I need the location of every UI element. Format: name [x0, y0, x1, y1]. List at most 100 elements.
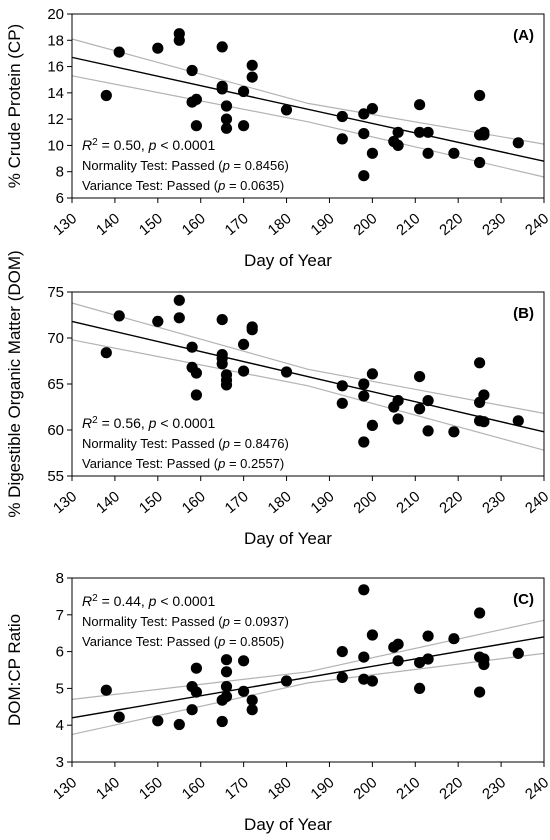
normality-test-stat: Normality Test: Passed (p = 0.0937) [82, 614, 289, 629]
y-tick-label: 12 [47, 111, 64, 128]
x-tick-label: 180 [265, 210, 295, 239]
panel-c: 130 140 150 160 170 180 190 200 210 220 230 240 3 4 5 6… [5, 570, 550, 834]
data-point [422, 653, 434, 665]
ci-lower-line [71, 339, 545, 451]
normality-test-stat: Normality Test: Passed (p = 0.8456) [82, 158, 289, 173]
x-tick-label: 220 [436, 488, 466, 517]
data-point [216, 715, 228, 728]
data-point [100, 347, 112, 359]
data-point [216, 358, 228, 370]
x-tick-label: 220 [436, 210, 466, 239]
data-point [512, 647, 524, 660]
r-squared-stat: R2 = 0.44, p < 0.0001 [82, 593, 215, 610]
x-tick-label: 170 [222, 210, 252, 239]
x-tick-label: 150 [136, 774, 166, 803]
data-point [336, 380, 348, 392]
data-point [336, 646, 348, 658]
data-point [358, 651, 370, 663]
r-squared-stat: R2 = 0.56, p < 0.0001 [82, 415, 215, 432]
x-tick-label: 240 [522, 210, 550, 239]
data-point [414, 371, 426, 383]
x-tick-label: 240 [522, 488, 550, 517]
data-point [358, 390, 370, 402]
y-axis-title: DOM:CP Ratio [5, 614, 24, 726]
x-tick-label: 230 [479, 488, 509, 517]
y-tick-label: 6 [56, 190, 64, 207]
data-point [366, 675, 378, 687]
x-tick-label: 170 [222, 774, 252, 803]
panel-b: 130 140 150 160 170 180 190 200 210 220 230 240 55 60… [5, 250, 550, 548]
y-tick-label: 8 [56, 164, 64, 181]
data-point [474, 357, 486, 369]
data-point [336, 397, 348, 409]
data-point [448, 633, 460, 645]
data-point [478, 416, 490, 428]
data-point [280, 104, 293, 116]
panel-label: (C) [513, 591, 534, 608]
data-point [336, 671, 348, 684]
x-tick-label: 180 [265, 774, 295, 803]
data-point [358, 584, 370, 596]
normality-test-stat: Normality Test: Passed (p = 0.8476) [82, 436, 289, 451]
data-point [414, 126, 426, 138]
data-point [478, 389, 490, 401]
plot-frame [71, 577, 545, 763]
x-tick-label: 200 [350, 774, 380, 803]
data-point [422, 126, 434, 138]
data-point [448, 426, 460, 438]
y-tick-label: 14 [47, 85, 64, 102]
data-point [246, 694, 258, 706]
data-point [474, 686, 486, 698]
data-point [238, 338, 250, 350]
x-tick-label: 160 [179, 210, 209, 239]
data-point [336, 110, 348, 123]
y-axis-title: % Crude Protein (CP) [5, 24, 24, 188]
x-tick-label: 190 [308, 774, 338, 803]
data-point [190, 93, 202, 105]
data-point [220, 654, 233, 666]
data-point [358, 128, 370, 140]
y-axis-title: % Digestible Organic Matter (DOM) [5, 250, 24, 517]
data-point [238, 85, 250, 98]
data-point [190, 686, 202, 698]
x-tick-label: 130 [50, 210, 80, 239]
data-point [474, 607, 486, 619]
data-point [190, 120, 202, 132]
data-point [358, 436, 370, 448]
data-point [220, 690, 233, 703]
data-point [414, 682, 426, 695]
x-tick-label: 210 [393, 210, 423, 239]
data-point [190, 367, 202, 379]
data-point [478, 658, 490, 671]
y-tick-label: 4 [56, 717, 64, 734]
data-point [392, 638, 404, 650]
data-point [392, 126, 404, 138]
data-point [358, 378, 370, 390]
data-point [100, 89, 112, 102]
data-point [238, 365, 250, 377]
data-point [478, 129, 490, 141]
variance-test-stat: Variance Test: Passed (p = 0.8505) [82, 634, 284, 649]
data-point [173, 718, 185, 731]
data-point [190, 662, 202, 674]
data-point [358, 673, 370, 685]
data-point [220, 666, 233, 678]
data-point [220, 122, 233, 134]
x-tick-label: 210 [393, 774, 423, 803]
data-point [152, 42, 164, 54]
x-tick-label: 150 [136, 488, 166, 517]
y-tick-label: 3 [56, 754, 64, 771]
data-point [152, 315, 164, 327]
data-point [474, 156, 486, 169]
y-tick-label: 55 [47, 468, 64, 485]
y-tick-label: 7 [56, 607, 64, 624]
data-point [246, 324, 258, 336]
x-tick-label: 160 [179, 488, 209, 517]
data-point [366, 368, 378, 380]
ci-upper-line [71, 302, 545, 414]
data-point [392, 655, 404, 667]
data-point [186, 341, 198, 353]
x-tick-label: 200 [350, 488, 380, 517]
data-point [173, 34, 185, 46]
